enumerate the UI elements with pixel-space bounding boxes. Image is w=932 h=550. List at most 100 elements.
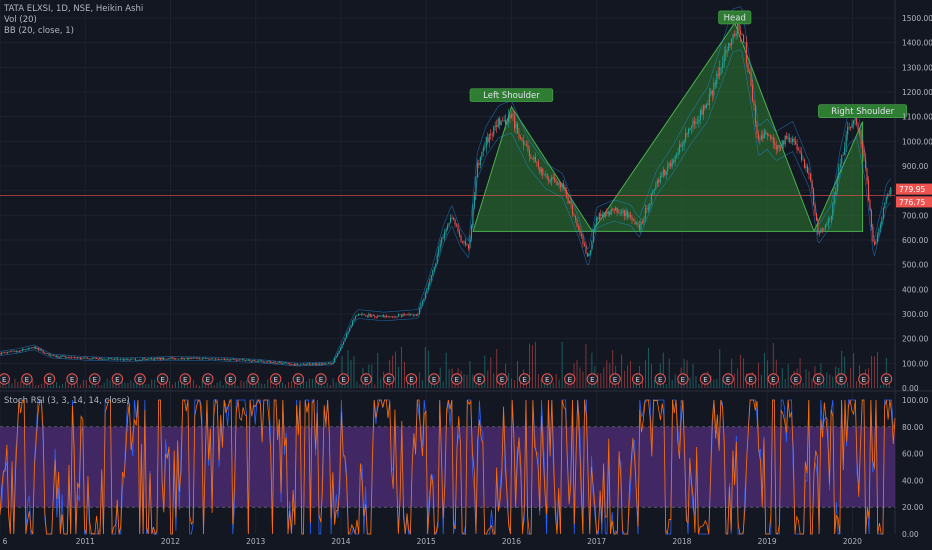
earnings-marker[interactable]: E — [21, 373, 33, 385]
candle-body — [274, 361, 276, 364]
earnings-marker[interactable]: E — [880, 373, 893, 385]
earnings-marker[interactable]: E — [111, 373, 124, 385]
price-candles[interactable] — [0, 15, 892, 367]
candle-body — [15, 350, 17, 352]
volume-bar — [621, 354, 623, 388]
volume-bar — [760, 374, 762, 388]
candle-body — [514, 115, 516, 129]
volume-bar — [805, 369, 807, 388]
candle-body — [555, 182, 557, 183]
earnings-marker[interactable]: E — [247, 373, 259, 385]
earnings-marker[interactable]: E — [270, 373, 282, 385]
candle-body — [372, 315, 374, 316]
volume-legend[interactable]: Vol (20) — [4, 15, 37, 25]
candle-body — [94, 357, 96, 359]
candle-body — [859, 129, 861, 135]
candle-body — [829, 218, 831, 220]
candle-body — [308, 363, 310, 365]
candle-body — [536, 161, 538, 163]
earnings-marker[interactable]: E — [43, 373, 56, 385]
earnings-marker[interactable]: E — [609, 373, 621, 385]
earnings-marker[interactable]: E — [292, 373, 305, 385]
earnings-marker[interactable]: E — [496, 373, 508, 385]
price-tick-label: 200.00 — [902, 335, 928, 344]
earnings-marker[interactable]: E — [202, 373, 214, 385]
candle-body — [70, 357, 72, 358]
candle-body — [766, 133, 768, 135]
bb-legend[interactable]: BB (20, close, 1) — [4, 26, 74, 36]
candle-body — [777, 145, 779, 150]
volume-bar — [415, 376, 417, 388]
earnings-marker[interactable]: E — [337, 373, 350, 385]
earnings-marker[interactable]: E — [586, 373, 599, 385]
earnings-marker[interactable]: E — [66, 373, 78, 385]
earnings-marker[interactable]: E — [677, 373, 689, 385]
earnings-marker[interactable]: E — [790, 373, 802, 385]
stoch-rsi-pane[interactable] — [0, 398, 896, 536]
earnings-marker[interactable]: E — [156, 373, 169, 385]
earnings-marker[interactable]: E — [745, 373, 757, 385]
volume-bar — [737, 368, 739, 388]
earnings-marker[interactable]: E — [473, 373, 486, 385]
candle-body — [81, 357, 83, 359]
candle-body — [748, 72, 751, 74]
candle-body — [600, 213, 602, 217]
earnings-marker[interactable]: E — [179, 373, 191, 385]
earnings-marker[interactable]: E — [812, 373, 825, 385]
candle-body — [522, 140, 525, 145]
earnings-marker[interactable]: E — [858, 373, 870, 385]
candle-body — [537, 161, 539, 168]
volume-bar — [261, 383, 263, 388]
earnings-marker[interactable]: E — [767, 373, 780, 385]
candle-body — [12, 350, 14, 352]
candle-body — [280, 362, 282, 364]
candle-body — [518, 133, 520, 138]
earnings-marker[interactable]: E — [405, 373, 418, 385]
earnings-marker[interactable]: E — [315, 373, 327, 385]
candle-body — [640, 221, 642, 230]
candle-body — [586, 252, 588, 257]
candle-body — [186, 358, 188, 360]
earnings-marker[interactable]: E — [134, 373, 146, 385]
time-tick-label: 2018 — [672, 537, 691, 546]
candle-body — [218, 358, 220, 360]
earnings-marker[interactable]: E — [564, 373, 576, 385]
volume-bar — [154, 379, 156, 388]
earnings-marker[interactable]: E — [224, 373, 237, 385]
earnings-marker[interactable]: E — [360, 373, 372, 385]
symbol-title[interactable]: TATA ELXSI, 1D, NSE, Heikin Ashi — [4, 4, 144, 14]
candle-body — [169, 358, 171, 360]
volume-bar — [231, 383, 233, 388]
earnings-marker[interactable]: E — [631, 373, 644, 385]
volume-bar — [204, 381, 206, 388]
volume-bar — [338, 380, 340, 388]
earnings-marker[interactable]: E — [0, 373, 10, 385]
stoch-legend[interactable]: Stoch RSI (3, 3, 14, 14, close) — [4, 396, 130, 406]
candle-body — [653, 189, 655, 191]
candle-body — [737, 22, 739, 34]
candle-body — [267, 361, 269, 363]
earnings-marker[interactable]: E — [541, 373, 553, 385]
earnings-marker[interactable]: E — [835, 373, 847, 385]
annotation-text: Right Shoulder — [831, 107, 894, 117]
candle-body — [690, 126, 693, 129]
earnings-marker[interactable]: E — [89, 373, 101, 385]
candle-body — [273, 361, 275, 363]
earnings-marker[interactable]: E — [450, 373, 463, 385]
candle-body — [35, 346, 37, 349]
volume-bar — [103, 382, 105, 388]
candle-body — [601, 214, 603, 217]
candle-body — [142, 358, 144, 360]
earnings-marker[interactable]: E — [722, 373, 734, 385]
volume-bar — [240, 380, 242, 388]
earnings-marker[interactable]: E — [654, 373, 666, 385]
earnings-marker[interactable]: E — [518, 373, 531, 385]
volume-bar — [537, 374, 539, 388]
earnings-marker[interactable]: E — [699, 373, 712, 385]
earnings-marker[interactable]: E — [428, 373, 440, 385]
candle-body — [130, 358, 132, 361]
earnings-marker[interactable]: E — [383, 373, 395, 385]
candle-body — [818, 232, 820, 234]
